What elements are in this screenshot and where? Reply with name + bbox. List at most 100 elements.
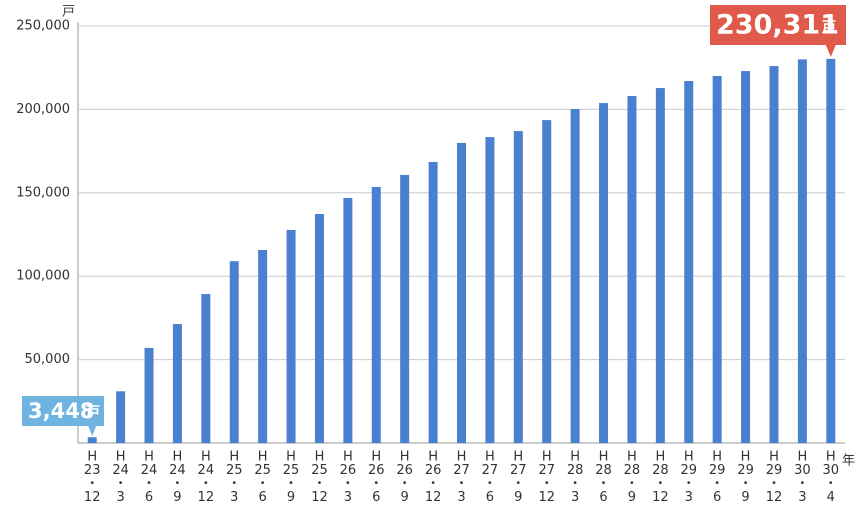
callout-pointer bbox=[825, 45, 836, 57]
x-tick-label: H bbox=[485, 450, 495, 465]
x-tick-label: 25 bbox=[226, 463, 243, 478]
bar bbox=[741, 71, 751, 443]
y-tick-label: 100,000 bbox=[16, 269, 70, 284]
x-tick-label: H bbox=[712, 450, 722, 465]
x-tick-label: 3 bbox=[571, 490, 579, 505]
x-tick-label: H bbox=[173, 450, 183, 465]
y-tick-label: 150,000 bbox=[16, 185, 70, 200]
x-tick-label: H bbox=[542, 450, 552, 465]
x-tick-label: 12 bbox=[425, 490, 442, 505]
x-tick-label: 28 bbox=[567, 463, 584, 478]
bar bbox=[826, 58, 836, 444]
x-tick-label: 12 bbox=[538, 490, 555, 505]
x-tick-label: H bbox=[684, 450, 694, 465]
x-tick-label: 29 bbox=[766, 463, 783, 478]
x-tick-label: 24 bbox=[141, 463, 158, 478]
x-unit: 年 bbox=[842, 454, 855, 469]
x-tick-label: H bbox=[400, 450, 410, 465]
x-tick-label: 3 bbox=[457, 490, 465, 505]
x-tick-label: ・ bbox=[739, 477, 752, 492]
x-tick-label: 26 bbox=[396, 463, 413, 478]
x-tick-label: H bbox=[741, 450, 751, 465]
bar bbox=[485, 137, 495, 443]
x-tick-label: 9 bbox=[514, 490, 522, 505]
x-tick-label: 3 bbox=[230, 490, 238, 505]
x-tick-label: H bbox=[797, 450, 807, 465]
x-tick-label: H bbox=[116, 450, 126, 465]
x-tick-label: 6 bbox=[713, 490, 721, 505]
x-tick-label: 9 bbox=[741, 490, 749, 505]
y-tick-label: 200,000 bbox=[16, 102, 70, 117]
bar bbox=[655, 88, 665, 444]
bar bbox=[201, 294, 211, 443]
x-tick-label: ・ bbox=[512, 477, 525, 492]
x-tick-label: 6 bbox=[372, 490, 380, 505]
x-tick-label: 27 bbox=[453, 463, 470, 478]
x-tick-label: 9 bbox=[628, 490, 636, 505]
bar bbox=[627, 96, 637, 443]
x-tick-label: ・ bbox=[540, 477, 553, 492]
x-tick-label: ・ bbox=[824, 477, 837, 492]
x-tick-label: ・ bbox=[597, 477, 610, 492]
x-tick-label: H bbox=[229, 450, 239, 465]
x-tick-label: ・ bbox=[341, 477, 354, 492]
bar bbox=[797, 59, 807, 444]
x-tick-label: 24 bbox=[169, 463, 186, 478]
x-tick-label: ・ bbox=[228, 477, 241, 492]
x-tick-label: ・ bbox=[654, 477, 667, 492]
x-tick-label: H bbox=[457, 450, 467, 465]
x-tick-label: 12 bbox=[198, 490, 215, 505]
x-tick-label: ・ bbox=[171, 477, 184, 492]
x-tick-label: H bbox=[570, 450, 580, 465]
value-label: 230,311 bbox=[716, 10, 839, 41]
x-tick-label: 12 bbox=[311, 490, 328, 505]
value-unit: 戸 bbox=[822, 20, 836, 36]
x-tick-label: ・ bbox=[455, 477, 468, 492]
x-tick-label: 28 bbox=[652, 463, 669, 478]
bar bbox=[371, 186, 381, 443]
bar bbox=[314, 213, 324, 443]
x-tick-label: ・ bbox=[114, 477, 127, 492]
x-tick-label: H bbox=[627, 450, 637, 465]
bar bbox=[144, 347, 154, 443]
x-tick-label: ・ bbox=[767, 477, 780, 492]
x-tick-label: H bbox=[428, 450, 438, 465]
x-tick-label: H bbox=[513, 450, 523, 465]
x-tick-label: H bbox=[87, 450, 97, 465]
x-tick-label: 3 bbox=[798, 490, 806, 505]
x-tick-label: 29 bbox=[680, 463, 697, 478]
x-tick-label: 26 bbox=[425, 463, 442, 478]
x-tick-label: H bbox=[286, 450, 296, 465]
bar bbox=[258, 250, 268, 443]
x-tick-label: ・ bbox=[398, 477, 411, 492]
x-tick-label: 27 bbox=[538, 463, 555, 478]
bar bbox=[599, 103, 609, 444]
x-tick-label: 24 bbox=[198, 463, 215, 478]
x-tick-label: ・ bbox=[569, 477, 582, 492]
x-tick-label: 26 bbox=[340, 463, 357, 478]
x-tick-label: H bbox=[826, 450, 836, 465]
x-tick-label: 25 bbox=[311, 463, 328, 478]
x-tick-label: 27 bbox=[482, 463, 499, 478]
x-tick-label: H bbox=[769, 450, 779, 465]
x-tick-label: 26 bbox=[368, 463, 385, 478]
bar bbox=[286, 229, 296, 443]
x-tick-label: ・ bbox=[625, 477, 638, 492]
x-tick-label: H bbox=[655, 450, 665, 465]
bar bbox=[712, 76, 722, 443]
x-tick-label: 28 bbox=[624, 463, 641, 478]
callout-box bbox=[22, 396, 104, 426]
y-unit: 戸 bbox=[62, 5, 75, 20]
x-tick-label: ・ bbox=[483, 477, 496, 492]
x-tick-label: 12 bbox=[84, 490, 101, 505]
bar bbox=[428, 161, 438, 443]
x-tick-label: H bbox=[258, 450, 268, 465]
callout-box bbox=[710, 5, 846, 45]
x-tick-label: H bbox=[144, 450, 154, 465]
x-tick-label: ・ bbox=[313, 477, 326, 492]
bar bbox=[400, 174, 410, 443]
value-unit: 戸 bbox=[86, 405, 100, 421]
x-tick-label: H bbox=[343, 450, 353, 465]
